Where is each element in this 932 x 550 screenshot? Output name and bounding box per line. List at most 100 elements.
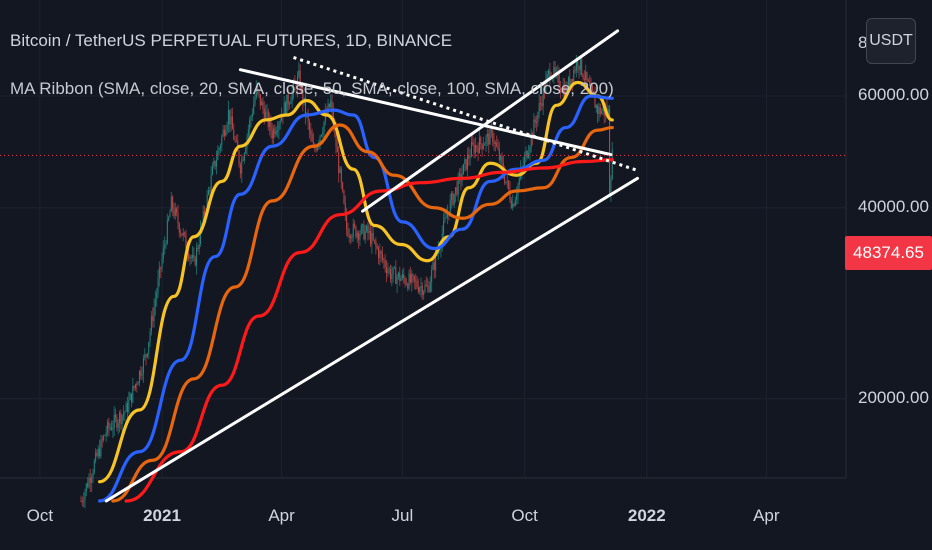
candle-body	[215, 159, 217, 167]
candle-body	[371, 233, 373, 245]
candle-body	[356, 232, 358, 238]
candle-body	[80, 500, 82, 502]
candle-body	[312, 142, 314, 148]
candle-body	[411, 274, 413, 283]
candle-body	[119, 413, 121, 424]
candle-body	[208, 190, 210, 195]
candle-body	[83, 500, 85, 502]
candle-body	[314, 147, 316, 149]
candle-body	[457, 175, 459, 195]
candle-body	[597, 105, 599, 114]
candle-body	[351, 236, 353, 239]
candle-body	[400, 278, 402, 281]
candle-body	[387, 270, 389, 274]
candle-body	[161, 258, 163, 269]
candle-body	[128, 399, 130, 413]
candle-body	[360, 225, 362, 234]
candle-body	[470, 142, 472, 157]
candle-body	[120, 413, 122, 424]
candle-body	[308, 121, 310, 131]
time-tick-label: Oct	[26, 506, 54, 525]
candle-body	[107, 422, 109, 433]
candle-body	[342, 182, 344, 191]
candle-body	[525, 151, 527, 158]
candle-body	[518, 178, 520, 185]
candle-body	[530, 133, 532, 148]
candle-body	[362, 224, 364, 226]
candle-body	[258, 91, 260, 95]
candle-body	[211, 166, 213, 175]
candle-body	[157, 278, 159, 293]
candle-body	[164, 244, 166, 248]
candle-body	[601, 111, 603, 114]
candle-body	[482, 145, 484, 149]
candle-body	[300, 86, 302, 91]
candle-body	[397, 272, 399, 277]
candle-body	[132, 385, 134, 403]
candle-body	[405, 283, 407, 285]
candle-body	[607, 109, 609, 115]
candle-body	[573, 69, 575, 82]
candle-body	[413, 276, 415, 281]
candle-body	[348, 235, 350, 237]
candle-body	[266, 111, 268, 113]
candle-body	[443, 220, 445, 234]
candle-body	[93, 461, 95, 473]
candle-body	[121, 415, 123, 424]
candle-body	[91, 477, 93, 483]
candle-body	[570, 79, 572, 87]
candle-body	[287, 94, 289, 105]
candle-body	[111, 427, 113, 430]
candle-body	[168, 217, 170, 220]
symbol-title[interactable]: Bitcoin / TetherUS PERPETUAL FUTURES, 1D…	[10, 31, 453, 50]
candle-body	[144, 354, 146, 358]
candle-body	[154, 299, 156, 307]
candle-body	[582, 74, 584, 79]
time-tick-label: 2022	[627, 506, 666, 525]
currency-button[interactable]: USDT	[866, 18, 916, 64]
candle-body	[419, 288, 421, 292]
candle-body	[488, 133, 490, 145]
price-scale-top-label: 8	[858, 33, 868, 52]
candle-body	[524, 157, 526, 166]
candle-body	[319, 135, 321, 143]
candle-body	[425, 285, 427, 287]
indicator-label[interactable]: MA Ribbon (SMA, close, 20, SMA, close, 5…	[10, 79, 614, 98]
candle-body	[263, 108, 265, 121]
candle-body	[466, 154, 468, 170]
candle-body	[501, 156, 503, 164]
candle-body	[526, 151, 528, 158]
candle-body	[290, 101, 292, 104]
candle-body	[347, 229, 349, 237]
candle-body	[235, 140, 237, 142]
candle-body	[415, 280, 417, 282]
candle-body	[424, 285, 426, 292]
candle-body	[569, 77, 571, 87]
candle-body	[381, 253, 383, 260]
candle-body	[142, 357, 144, 374]
current-price-badge: 48374.65	[845, 236, 932, 270]
candle-body	[88, 477, 90, 487]
candle-body	[315, 148, 317, 151]
candle-body	[214, 160, 216, 167]
candle-body	[166, 219, 168, 244]
candle-body	[101, 439, 103, 441]
candle-body	[423, 291, 425, 295]
candle-body	[388, 269, 390, 271]
candle-body	[473, 144, 475, 154]
candle-body	[254, 97, 256, 105]
candle-body	[222, 129, 224, 137]
candle-body	[343, 190, 345, 204]
candle-body	[590, 85, 592, 87]
candle-body	[465, 159, 467, 170]
candle-body	[541, 103, 543, 107]
candle-body	[366, 225, 368, 232]
candle-body	[146, 353, 148, 357]
candle-body	[492, 130, 494, 142]
candle-body	[234, 139, 236, 141]
candle-body	[429, 282, 431, 292]
candle-body	[456, 187, 458, 195]
candle-body	[185, 233, 187, 249]
